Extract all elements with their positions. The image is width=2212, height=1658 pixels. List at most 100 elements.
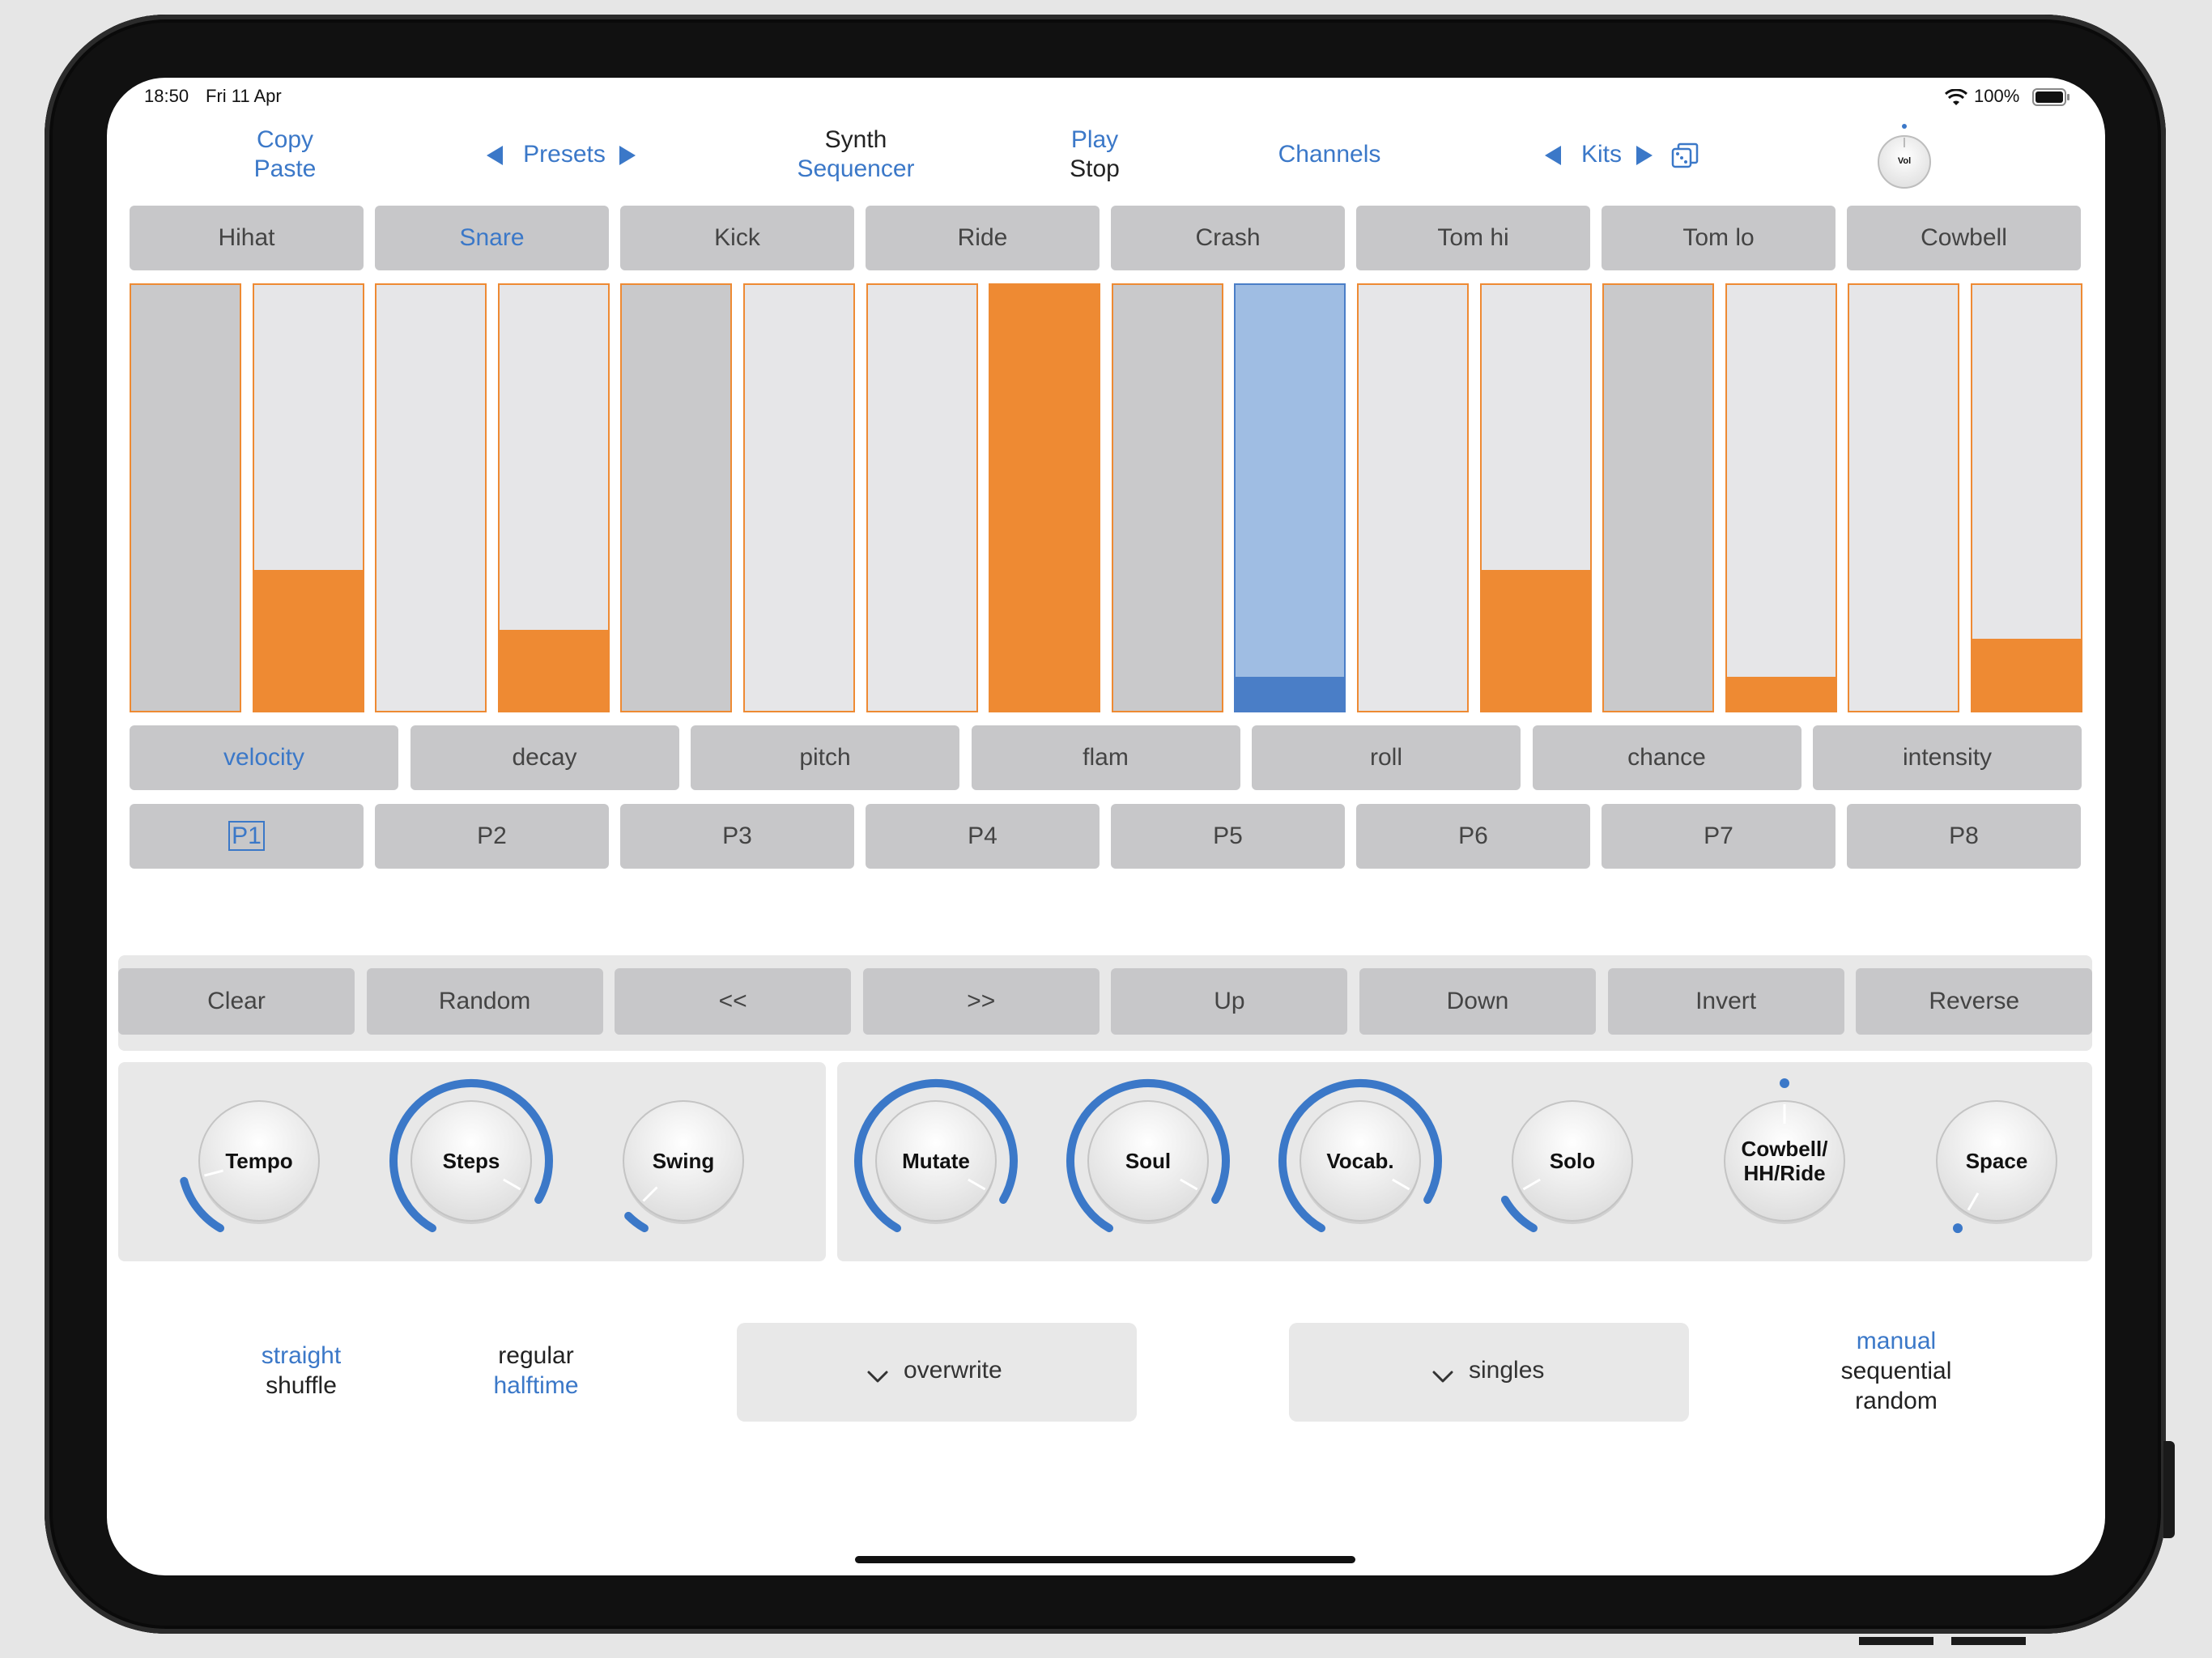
step-slider[interactable] [743,283,855,712]
copy-button[interactable]: Copy [256,126,314,153]
action-button[interactable]: Invert [1607,968,1844,1035]
parameter-button[interactable]: flam [971,725,1240,790]
stop-button[interactable]: Stop [1070,155,1120,182]
action-button[interactable]: Up [1111,968,1348,1035]
knob[interactable]: Solo [1475,1064,1670,1258]
presets-prev-icon[interactable] [485,145,504,170]
step-slider[interactable] [1479,283,1592,712]
parameter-button[interactable]: chance [1532,725,1802,790]
side-button [2163,1441,2175,1538]
action-button[interactable]: << [615,968,852,1035]
dice-icon[interactable] [1671,142,1699,174]
paste-button[interactable]: Paste [253,155,317,182]
random-option[interactable]: random [1855,1388,1938,1414]
kits-prev-icon[interactable] [1543,145,1563,170]
pattern-button[interactable]: P1 [130,804,364,869]
step-slider[interactable] [1725,283,1837,712]
knob[interactable]: Swing [586,1064,781,1258]
step-slider[interactable] [1971,283,2082,712]
instrument-button[interactable]: Hihat [130,206,364,270]
battery-icon [2032,87,2071,111]
parameter-button[interactable]: intensity [1813,725,2082,790]
step-slider[interactable] [866,283,978,712]
step-slider[interactable] [620,283,733,712]
volume-button [1951,1637,2026,1645]
pattern-button[interactable]: P3 [620,804,854,869]
knob-graphic [1724,1078,1845,1224]
step-slider[interactable] [252,283,364,712]
pattern-button[interactable]: P8 [1847,804,2081,869]
instrument-button[interactable]: Tom hi [1356,206,1590,270]
kits-button[interactable]: Kits [1580,141,1622,168]
parameter-button[interactable]: roll [1252,725,1521,790]
pattern-label: P8 [1949,823,1979,849]
instrument-button[interactable]: Tom lo [1602,206,1836,270]
knob-label: Vocab. [1326,1149,1394,1173]
sequential-option[interactable]: sequential [1840,1358,1952,1384]
synth-button[interactable]: Synth [824,126,887,153]
pattern-label: P1 [228,821,265,851]
knob-label: Swing [652,1149,715,1173]
action-button[interactable]: Random [366,968,603,1035]
action-button[interactable]: Clear [118,968,355,1035]
instrument-button[interactable]: Crash [1111,206,1345,270]
parameter-button[interactable]: velocity [130,725,398,790]
knob[interactable]: Mutate [839,1064,1033,1258]
pattern-label: P2 [477,823,507,849]
action-button[interactable]: Reverse [1856,968,2093,1035]
play-button[interactable]: Play [1070,126,1119,153]
instrument-button[interactable]: Snare [375,206,609,270]
pattern-button[interactable]: P7 [1602,804,1836,869]
regular-option[interactable]: regular [498,1342,574,1369]
knob[interactable]: Cowbell/ HH/Ride [1687,1064,1882,1258]
halftime-option[interactable]: halftime [493,1372,579,1399]
pattern-button[interactable]: P2 [375,804,609,869]
instrument-button[interactable]: Kick [620,206,854,270]
instrument-button[interactable]: Cowbell [1847,206,2081,270]
straight-option[interactable]: straight [261,1342,342,1369]
generator-knob-panel [837,1062,2092,1261]
trigger-dropdown[interactable]: singles [1289,1323,1689,1422]
channels-button[interactable]: Channels [1278,141,1381,168]
manual-option[interactable]: manual [1856,1328,1937,1354]
kits-next-icon[interactable] [1635,145,1654,170]
step-slider[interactable] [375,283,487,712]
step-slider[interactable] [1234,283,1346,712]
step-slider[interactable] [989,283,1101,712]
parameter-button[interactable]: decay [410,725,679,790]
knob-indicator [1967,1192,1980,1211]
mode-dropdown[interactable]: overwrite [737,1323,1137,1422]
knob-value-arc [854,1078,1018,1233]
knob[interactable]: Soul [1051,1064,1245,1258]
action-button[interactable]: Down [1359,968,1596,1035]
pattern-button[interactable]: P5 [1111,804,1345,869]
step-level-fill [1726,676,1836,711]
action-button[interactable]: >> [862,968,1100,1035]
sequencer-button[interactable]: Sequencer [797,155,915,182]
knob-body [1512,1100,1633,1222]
step-slider[interactable] [1848,283,1960,712]
knob-indicator [642,1186,658,1202]
knob[interactable]: Vocab. [1263,1064,1457,1258]
mode-dropdown-value: overwrite [904,1357,1002,1384]
instrument-button[interactable]: Ride [866,206,1100,270]
step-slider[interactable] [497,283,610,712]
step-slider[interactable] [1357,283,1469,712]
volume-knob[interactable]: Vol [1872,120,1937,197]
shuffle-option[interactable]: shuffle [266,1372,337,1399]
knob[interactable]: Space [1899,1064,2094,1258]
knob[interactable]: Tempo [162,1064,356,1258]
parameter-button[interactable]: pitch [691,725,959,790]
step-slider[interactable] [1602,283,1715,712]
knob-value-arc [389,1078,553,1233]
knob[interactable]: Steps [374,1064,568,1258]
step-slider[interactable] [130,283,241,712]
presets-next-icon[interactable] [618,145,637,170]
pattern-button[interactable]: P4 [866,804,1100,869]
step-slider[interactable] [1111,283,1223,712]
pattern-button[interactable]: P6 [1356,804,1590,869]
pattern-label: P3 [722,823,752,849]
app-screen: 18:50 Fri 11 Apr 100% Copy Paste Presets… [107,78,2105,1575]
knob-value-arc [1500,1196,1538,1233]
presets-button[interactable]: Presets [523,141,606,168]
